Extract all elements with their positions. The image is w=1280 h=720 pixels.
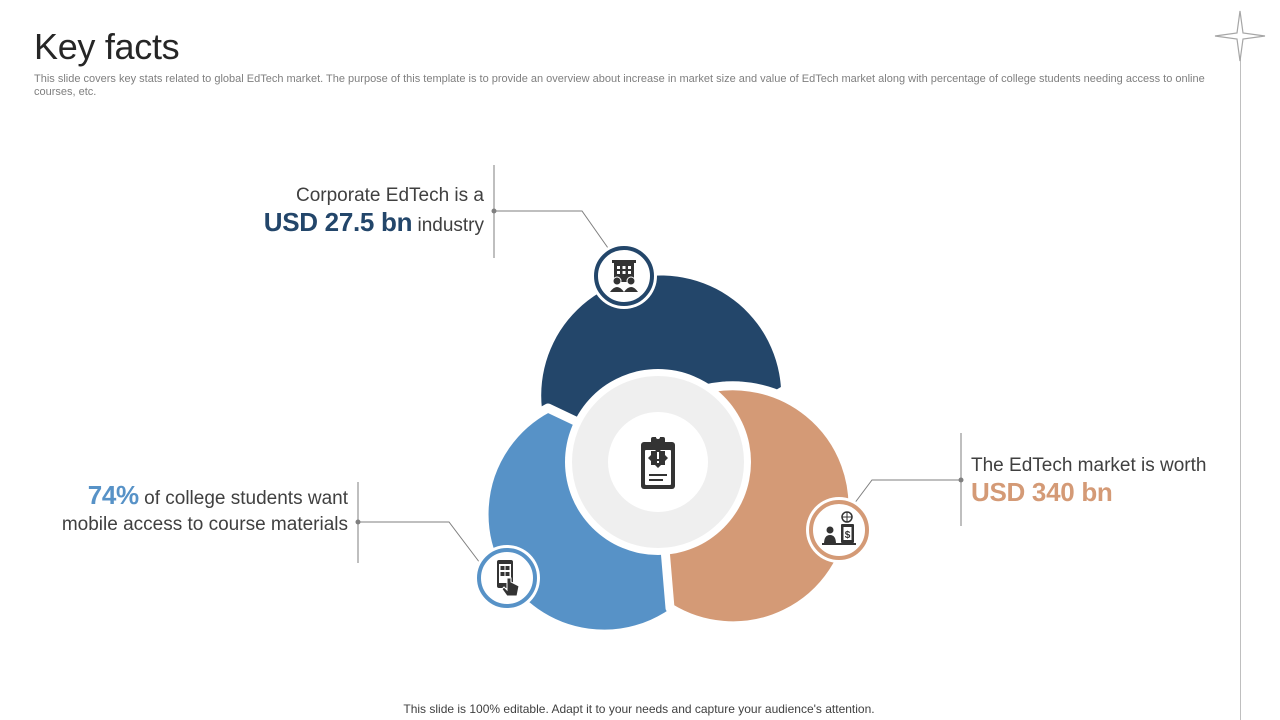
center-ring [572, 376, 744, 548]
right-divider-line [1240, 56, 1241, 720]
corporate-building-people-icon [610, 260, 638, 292]
page-subtitle: This slide covers key stats related to g… [34, 73, 1205, 98]
icon-badge-corporate [591, 243, 657, 309]
person-money-globe-icon: $ [822, 511, 856, 545]
page-footer: This slide is 100% editable. Adapt it to… [403, 702, 875, 716]
fact-students-highlight: 74% [87, 480, 139, 510]
fact-corporate-pre: Corporate EdTech is a [296, 185, 484, 206]
fact-corporate-highlight: USD 27.5 bn [263, 207, 413, 237]
clipboard-badge-icon [641, 435, 675, 489]
fact-edtech-market: The EdTech market is worth USD 340 bn [971, 452, 1211, 509]
sparkle-star-icon [1214, 10, 1266, 62]
connector-line-corporate [494, 210, 609, 249]
connector-line-market [850, 479, 961, 509]
mobile-touch-icon [497, 560, 520, 597]
icon-badge-students [474, 545, 540, 611]
connector-dot-corporate [491, 208, 497, 214]
fact-corporate-edtech: Corporate EdTech is a USD 27.5 bn indust… [180, 182, 484, 239]
connector-line-students [358, 521, 481, 564]
connector-dot-students [355, 519, 361, 525]
fact-market-highlight: USD 340 bn [971, 477, 1113, 507]
svg-text:$: $ [845, 530, 851, 541]
fact-market-pre: The EdTech market is worth [971, 455, 1207, 476]
fact-college-students: 74% of college students want mobile acce… [60, 482, 348, 538]
icon-badge-market: $ [806, 497, 872, 563]
fact-corporate-post: industry [412, 215, 484, 236]
connector-dot-market [958, 477, 964, 483]
fact-students-post: of college students want mobile access t… [61, 488, 348, 535]
page-title: Key facts [34, 26, 180, 67]
